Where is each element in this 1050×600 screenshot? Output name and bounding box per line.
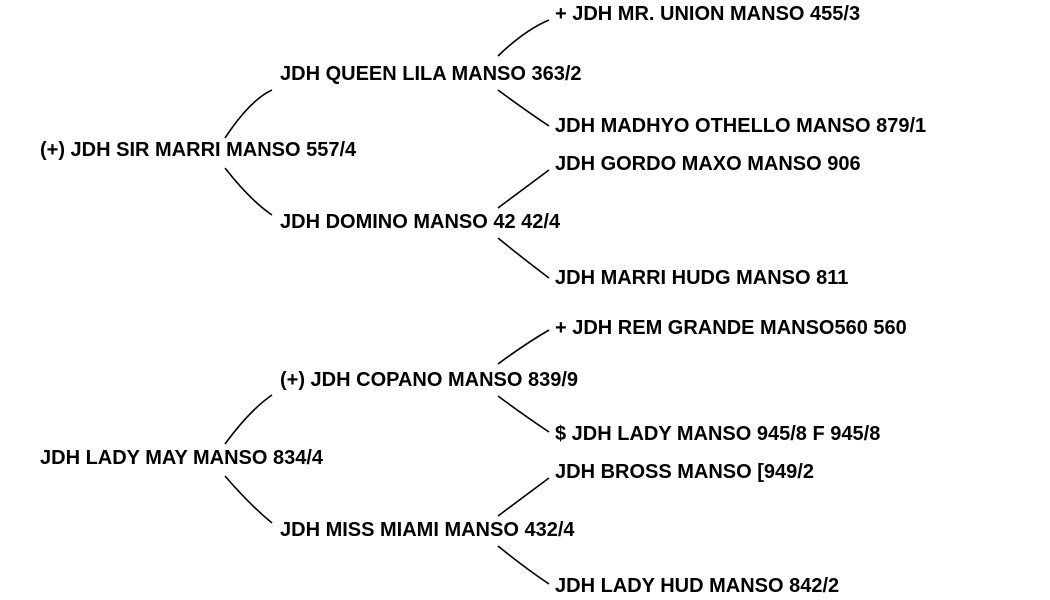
- pedigree-connectors: [0, 0, 1050, 600]
- edge-sire-sire_d: [225, 168, 272, 215]
- edge-sire_d-sire_d_d: [498, 238, 549, 278]
- node-dam-s: (+) JDH COPANO MANSO 839/9: [280, 370, 578, 390]
- node-sire: (+) JDH SIR MARRI MANSO 557/4: [40, 140, 356, 160]
- edge-dam-dam_s: [225, 395, 272, 444]
- node-dam-d-s: JDH BROSS MANSO [949/2: [555, 462, 814, 482]
- edge-sire_d-sire_d_s: [498, 170, 549, 208]
- node-dam-s-d: $ JDH LADY MANSO 945/8 F 945/8: [555, 424, 880, 444]
- node-sire-s: JDH QUEEN LILA MANSO 363/2: [280, 64, 582, 84]
- node-dam-d: JDH MISS MIAMI MANSO 432/4: [280, 520, 575, 540]
- node-dam-s-s: + JDH REM GRANDE MANSO560 560: [555, 318, 907, 338]
- node-sire-s-d: JDH MADHYO OTHELLO MANSO 879/1: [555, 116, 926, 136]
- edge-dam_s-dam_s_s: [498, 330, 549, 364]
- edge-sire_s-sire_s_d: [498, 90, 549, 126]
- edge-sire-sire_s: [225, 90, 272, 138]
- edge-dam_d-dam_d_s: [498, 478, 549, 516]
- node-sire-s-s: + JDH MR. UNION MANSO 455/3: [555, 4, 860, 24]
- node-sire-d: JDH DOMINO MANSO 42 42/4: [280, 212, 560, 232]
- node-dam-d-d: JDH LADY HUD MANSO 842/2: [555, 576, 839, 596]
- node-sire-d-s: JDH GORDO MAXO MANSO 906: [555, 154, 861, 174]
- edge-sire_s-sire_s_s: [498, 20, 549, 56]
- edge-dam_s-dam_s_d: [498, 396, 549, 432]
- edge-dam-dam_d: [225, 476, 272, 523]
- node-sire-d-d: JDH MARRI HUDG MANSO 811: [555, 268, 848, 288]
- node-dam: JDH LADY MAY MANSO 834/4: [40, 448, 323, 468]
- edge-dam_d-dam_d_d: [498, 546, 549, 584]
